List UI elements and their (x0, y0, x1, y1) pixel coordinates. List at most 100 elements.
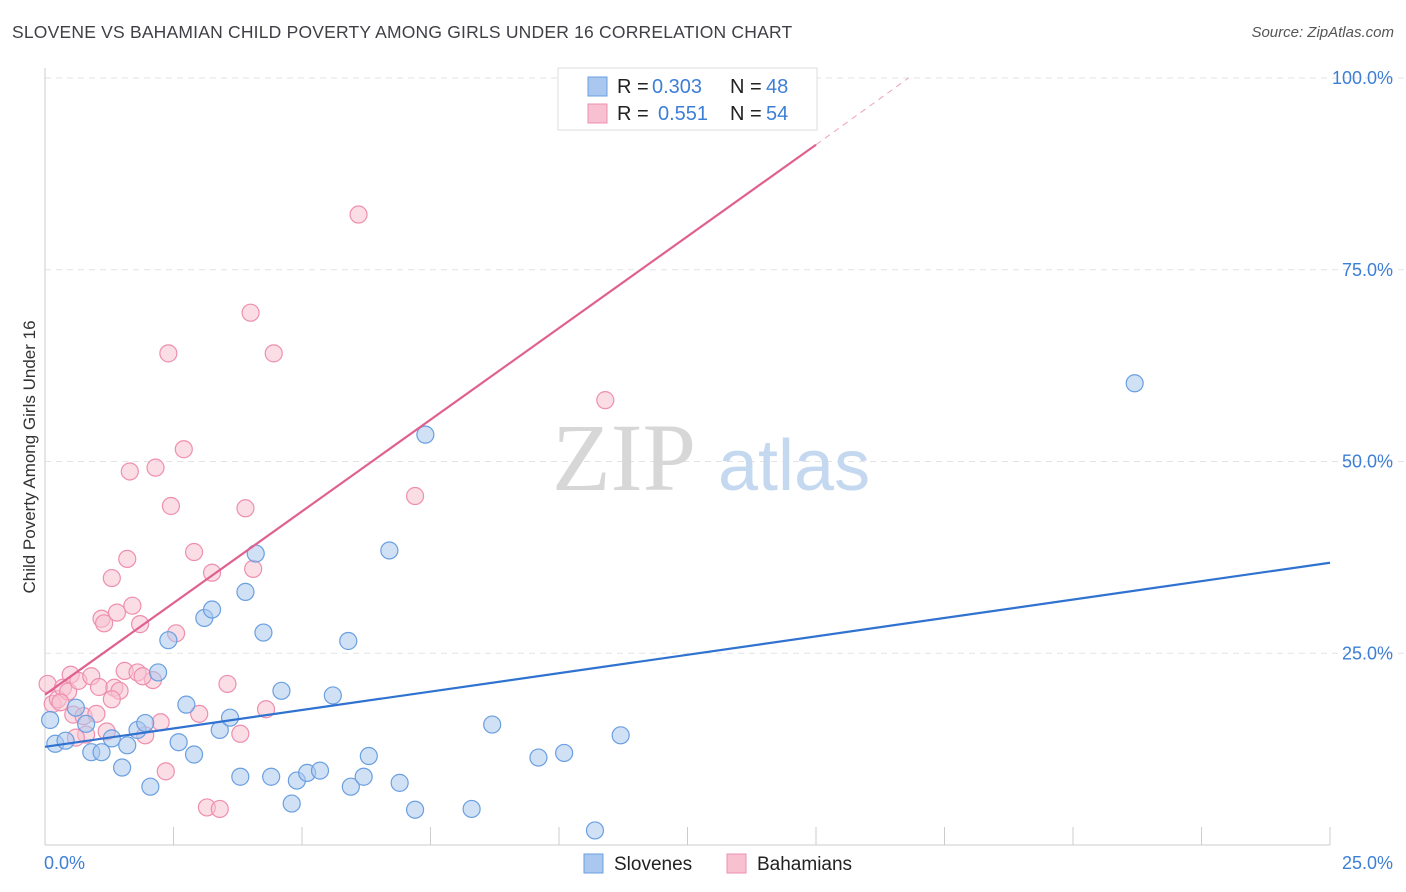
bahamians-point-47 (349, 205, 368, 224)
legend-r-value-1: 0.303 (652, 76, 702, 98)
slovenes-point-38 (390, 773, 409, 792)
trend-lines (44, 77, 1331, 748)
slovenes-point-3 (66, 698, 85, 717)
bahamians-point-32 (161, 496, 181, 516)
tick-labels: 25.0% 50.0% 75.0% 100.0% 0.0% 25.0% (44, 68, 1393, 873)
bahamians-point-16 (102, 568, 121, 588)
legend-n-label-1: N = (730, 76, 762, 98)
slovenes-point-46 (611, 726, 630, 745)
slovenes-point-25 (254, 623, 273, 642)
bahamians-point-25 (130, 615, 150, 634)
slovenes-point-35 (354, 767, 373, 786)
slovenes-point-17 (184, 745, 204, 764)
bahamians-point-36 (190, 704, 209, 723)
bahamians-point-35 (184, 542, 204, 562)
x-tick-label-1: 25.0% (1342, 853, 1393, 873)
slovenes-point-13 (148, 663, 168, 682)
watermark: ZIP atlas (552, 404, 870, 511)
slovenes-point-43 (529, 748, 548, 767)
bahamians-point-22 (120, 462, 139, 481)
bahamians-point-50 (51, 693, 70, 712)
bahamians-point-23 (123, 596, 142, 615)
watermark-atlas: atlas (718, 426, 870, 506)
chart-title: SLOVENE VS BAHAMIAN CHILD POVERTY AMONG … (12, 22, 793, 42)
bahamians-point-38 (202, 563, 222, 582)
legend-swatch-pink (587, 103, 608, 124)
slovenes-point-32 (323, 686, 342, 705)
y-tick-label-3: 100.0% (1332, 68, 1393, 88)
legend-n-label-2: N = (730, 103, 762, 125)
bahamians-point-49 (596, 391, 615, 410)
slovenes-point-34 (341, 777, 360, 796)
slovenes-point-36 (359, 746, 378, 766)
slovenes-point-47 (1125, 374, 1144, 393)
bahamians-point-31 (159, 344, 178, 363)
y-tick-label-0: 25.0% (1342, 643, 1393, 663)
slovenes-point-11 (136, 713, 155, 733)
bahamians-point-14 (95, 614, 114, 633)
x-tick-label-0: 0.0% (44, 853, 85, 873)
chart-source: Source: ZipAtlas.com (1251, 24, 1394, 41)
bahamians-point-44 (244, 559, 263, 578)
bahamians-point-41 (231, 724, 250, 743)
bahamians-point-34 (174, 440, 193, 459)
bottom-legend-slovenes: Slovenes (614, 854, 692, 875)
slovenes-point-27 (272, 681, 291, 700)
bahamians-point-53 (133, 667, 152, 686)
slovenes-point-40 (416, 425, 435, 444)
watermark-zip: ZIP (552, 404, 696, 511)
slovenes-point-21 (220, 708, 240, 727)
y-tick-label-2: 75.0% (1342, 260, 1393, 280)
bahamians-trend-line (44, 143, 817, 696)
slovenes-point-19 (202, 600, 222, 619)
legend-n-value-1: 48 (766, 76, 788, 98)
legend-r-value-2: 0.551 (658, 103, 708, 125)
slovenes-point-4 (77, 714, 96, 733)
bahamians-point-42 (236, 499, 255, 518)
bahamians-point-43 (241, 303, 260, 322)
y-tick-label-1: 50.0% (1342, 452, 1393, 472)
slovenes-point-22 (231, 767, 250, 786)
bahamians-point-40 (218, 674, 237, 694)
slovenes-point-39 (405, 800, 425, 819)
legend-box: R = 0.303 N = 48 R = 0.551 N = 54 (557, 67, 818, 131)
bahamians-point-39 (210, 799, 229, 819)
bottom-legend-swatch-slovenes (583, 853, 604, 874)
y-axis-label: Child Poverty Among Girls Under 16 (20, 320, 39, 593)
slovenes-points (41, 374, 1144, 840)
slovenes-point-23 (236, 582, 255, 601)
bottom-legend: Slovenes Bahamians (583, 853, 852, 875)
legend-r-label-1: R = (617, 76, 649, 98)
slovenes-point-12 (141, 777, 160, 796)
bottom-legend-swatch-bahamians (726, 853, 747, 874)
slovenes-point-44 (555, 743, 574, 763)
slovenes-point-8 (112, 758, 132, 777)
bahamians-point-30 (156, 762, 175, 781)
slovenes-point-42 (483, 715, 502, 734)
legend-n-value-2: 54 (766, 103, 788, 125)
bahamians-point-48 (405, 486, 425, 506)
slovenes-point-41 (462, 799, 481, 819)
bottom-legend-bahamians: Bahamians (757, 854, 852, 875)
slovenes-point-37 (380, 541, 399, 560)
slovenes-point-33 (339, 631, 358, 651)
bahamians-trend-extension (815, 77, 909, 146)
bahamians-point-29 (151, 713, 170, 732)
bahamians-point-12 (89, 677, 109, 697)
slovenes-point-28 (282, 794, 301, 813)
legend-r-label-2: R = (617, 103, 649, 125)
slovenes-point-15 (169, 733, 188, 752)
slovenes-trend-line (44, 561, 1331, 748)
legend-swatch-blue (587, 76, 608, 97)
slovenes-point-14 (159, 631, 178, 650)
slovenes-point-45 (585, 821, 605, 840)
bahamians-point-46 (264, 344, 283, 363)
axes (44, 68, 1331, 846)
slovenes-point-31 (310, 761, 330, 780)
bahamians-points (38, 205, 615, 819)
bahamians-point-52 (102, 690, 121, 709)
bahamians-point-18 (107, 603, 127, 622)
slovenes-point-9 (118, 736, 137, 755)
slovenes-point-6 (92, 743, 111, 762)
